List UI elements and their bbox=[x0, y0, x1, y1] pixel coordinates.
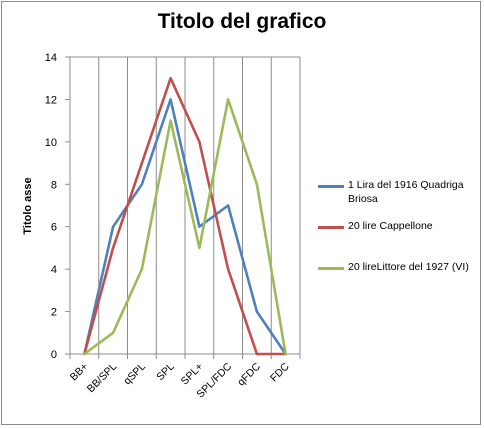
legend-swatch-series-1 bbox=[318, 185, 344, 188]
y-tick-label-14: 14 bbox=[45, 52, 57, 64]
y-tick-label-6: 6 bbox=[51, 222, 57, 234]
y-tick-label-4: 4 bbox=[51, 264, 57, 276]
y-axis-label: Titolo asse bbox=[22, 177, 34, 234]
series-lines bbox=[83, 76, 287, 356]
y-tick-label-12: 12 bbox=[45, 94, 57, 106]
series-line-1 bbox=[83, 98, 287, 356]
chart-title: Titolo del grafico bbox=[157, 10, 327, 33]
x-tick-label-6: qFDC bbox=[235, 360, 263, 388]
legend-swatch-series-3 bbox=[318, 267, 344, 270]
x-tick-label-1: BB/SPL bbox=[85, 361, 120, 396]
x-tick-label-3: SPL bbox=[154, 361, 177, 384]
y-tick-label-8: 8 bbox=[51, 179, 57, 191]
legend-label-series-1: 1 Lira del 1916 Quadriga Briosa bbox=[348, 179, 464, 205]
x-tick-label-4: SPL+ bbox=[179, 361, 206, 388]
grid-lines bbox=[70, 56, 301, 354]
x-tick-label-0: BB+ bbox=[68, 361, 91, 384]
x-tick-label-7: FDC bbox=[268, 360, 292, 384]
series-line-3 bbox=[83, 98, 287, 356]
legend-label-series-2: 20 lire Cappellone bbox=[348, 220, 433, 232]
y-tick-label-0: 0 bbox=[51, 349, 57, 361]
y-tick-label-10: 10 bbox=[45, 137, 57, 149]
y-tick-label-2: 2 bbox=[51, 307, 57, 319]
legend-swatch-series-2 bbox=[318, 226, 344, 229]
legend-label-series-3: 20 lireLittore del 1927 (VI) bbox=[348, 261, 469, 273]
series-line-2 bbox=[83, 76, 287, 356]
x-tick-label-2: qSPL bbox=[121, 361, 148, 388]
